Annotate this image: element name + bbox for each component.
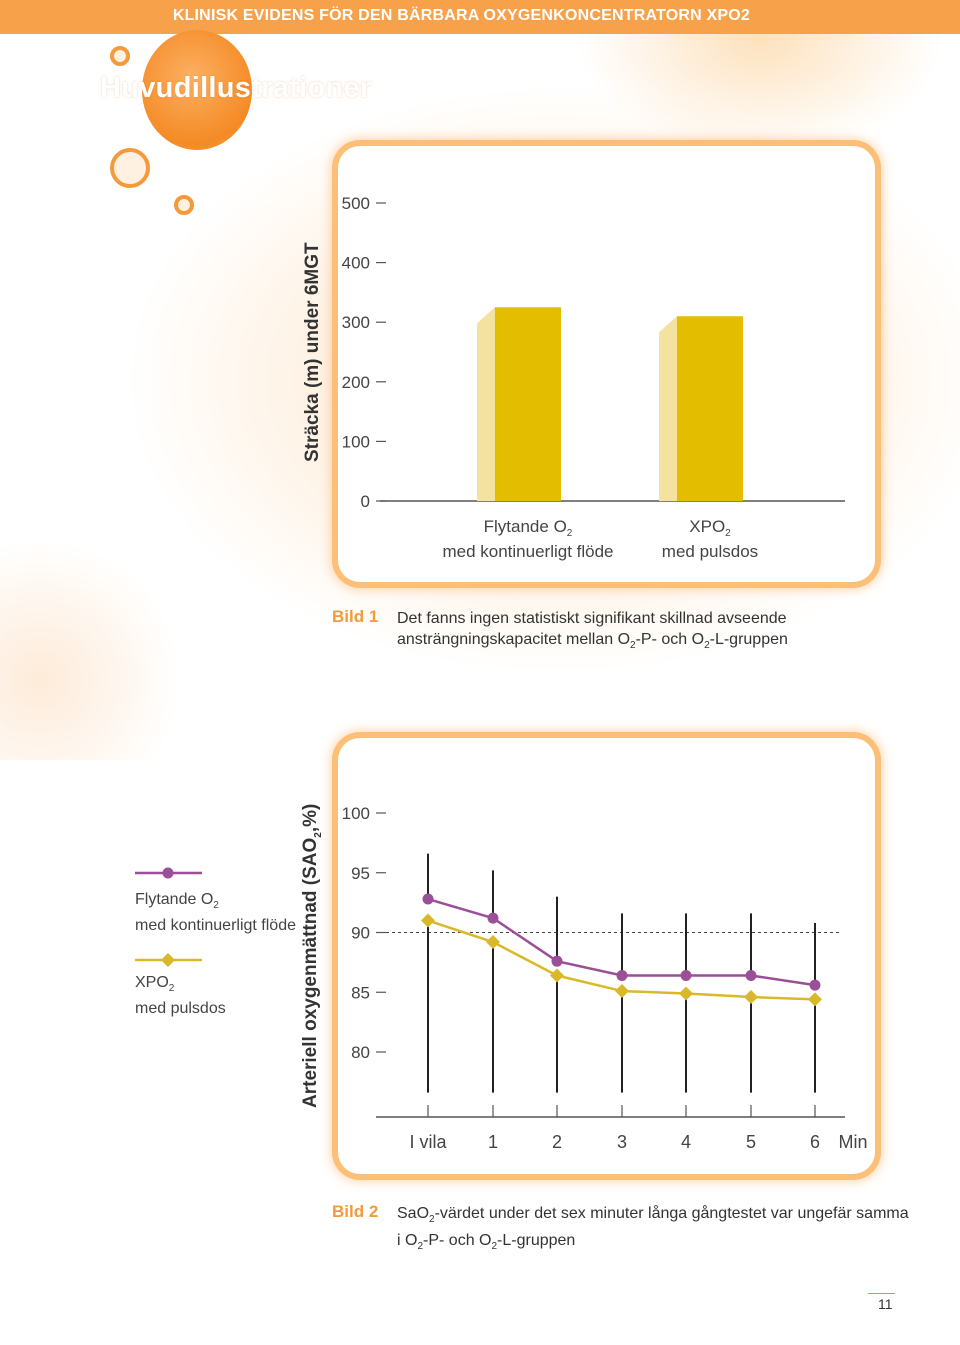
chart2-point-pulse bbox=[615, 984, 629, 999]
figure2-caption: SaO2-värdet under det sex minuter långa … bbox=[397, 1203, 909, 1257]
figure2-caption-line1: SaO2-värdet under det sex minuter långa … bbox=[397, 1205, 909, 1226]
chart1-ytick-label: 300 bbox=[342, 313, 370, 332]
chart2-point-pulse bbox=[744, 990, 758, 1005]
chart1-panel bbox=[338, 146, 875, 582]
chart1-ytick-label: 0 bbox=[361, 492, 370, 511]
chart1-ytick-label: 400 bbox=[342, 254, 370, 273]
chart1-category-sublabel: med kontinuerligt flöde bbox=[442, 542, 613, 561]
chart2-point-continuous bbox=[487, 912, 499, 924]
chart2-x-unit: Min bbox=[838, 1132, 867, 1152]
chart2-ytick-label: 100 bbox=[342, 804, 370, 823]
page-number-rule bbox=[868, 1293, 895, 1294]
chart1-ytick-label: 500 bbox=[342, 194, 370, 213]
figure2-caption-tag: Bild 2 bbox=[332, 1202, 379, 1221]
chart2-point-pulse bbox=[679, 986, 693, 1001]
chart2-point-pulse bbox=[808, 992, 822, 1007]
chart2-xtick-label: 2 bbox=[552, 1132, 562, 1152]
chart2-point-continuous bbox=[809, 979, 821, 991]
figure1-caption-line1: Det fanns ingen statistiskt signifikant … bbox=[397, 610, 787, 627]
chart2-ytick-label: 95 bbox=[351, 864, 370, 883]
header-banner: KLINISK EVIDENS FÖR DEN BÄRBARA OXYGENKO… bbox=[0, 0, 960, 34]
decorative-ring-small bbox=[110, 46, 130, 66]
page-number: 11 bbox=[878, 1296, 893, 1312]
chart2-ytick-label: 85 bbox=[351, 983, 370, 1002]
chart2-xtick-label: 6 bbox=[810, 1132, 820, 1152]
banner-text: KLINISK EVIDENS FÖR DEN BÄRBARA OXYGENKO… bbox=[172, 7, 750, 24]
chart2-svg: 80 85 90 95 100 I vila 1 2 3 4 5 6 Min bbox=[135, 804, 868, 1152]
chart2-xtick-label: 3 bbox=[617, 1132, 627, 1152]
figure2-caption-line2: i O2-P- och O2-L-gruppen bbox=[397, 1232, 576, 1253]
figure1-caption: Det fanns ingen statistiskt signifikant … bbox=[397, 608, 788, 656]
legend-item-1-label: Flytande O2 med kontinuerligt flöde bbox=[135, 891, 296, 935]
chart1-category-sublabel: med pulsdos bbox=[662, 542, 758, 561]
chart1-category-label: XPO2 bbox=[689, 517, 731, 539]
chart2-point-pulse bbox=[486, 935, 500, 950]
legend-item-2-label: XPO2 med pulsdos bbox=[135, 974, 226, 1018]
chart1-category-label: Flytande O2 bbox=[484, 517, 573, 539]
figure1-caption-tag: Bild 1 bbox=[332, 607, 379, 626]
chart1-bar bbox=[677, 316, 743, 501]
chart2-point-continuous bbox=[551, 955, 563, 967]
chart2-xtick-label: I vila bbox=[409, 1132, 447, 1152]
chart1-svg: 0 100 200 300 400 500 Flytande O2 med kontinuer… bbox=[342, 194, 845, 561]
decorative-ring-tiny bbox=[174, 195, 194, 215]
legend-item-2-marker bbox=[161, 953, 175, 967]
chart2-point-continuous bbox=[680, 970, 692, 982]
decorative-ring-medium bbox=[110, 148, 150, 188]
chart1-bar bbox=[495, 307, 561, 501]
chart2-xtick-label: 5 bbox=[746, 1132, 756, 1152]
legend-item-1-marker bbox=[162, 867, 174, 879]
page-title: Huvudillustrationer bbox=[100, 72, 372, 104]
chart2-point-continuous bbox=[616, 970, 628, 982]
chart1-bar-side bbox=[659, 316, 677, 501]
chart2-point-continuous bbox=[422, 893, 434, 905]
chart2-ytick-label: 90 bbox=[351, 924, 370, 943]
chart2-xtick-label: 4 bbox=[681, 1132, 691, 1152]
chart1-ytick-label: 200 bbox=[342, 373, 370, 392]
chart2-point-pulse bbox=[550, 968, 564, 983]
figure1-caption-line2: ansträngningskapacitet mellan O2-P- och … bbox=[397, 631, 788, 652]
chart1-bar-side bbox=[477, 307, 495, 501]
chart2-xtick-label: 1 bbox=[488, 1132, 498, 1152]
decorative-circle bbox=[142, 30, 252, 150]
chart2-ytick-label: 80 bbox=[351, 1043, 370, 1062]
chart2-point-pulse bbox=[421, 913, 435, 928]
chart1-ytick-label: 100 bbox=[342, 432, 370, 451]
chart2-point-continuous bbox=[745, 970, 757, 982]
